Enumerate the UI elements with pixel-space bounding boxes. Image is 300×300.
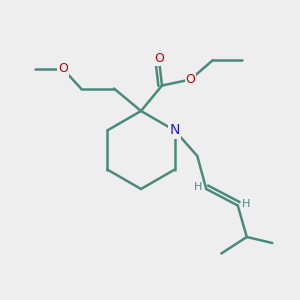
Text: H: H xyxy=(194,182,202,193)
Text: O: O xyxy=(154,52,164,65)
Text: N: N xyxy=(169,124,180,137)
Text: O: O xyxy=(58,62,68,76)
Text: O: O xyxy=(186,73,195,86)
Text: H: H xyxy=(242,199,250,209)
